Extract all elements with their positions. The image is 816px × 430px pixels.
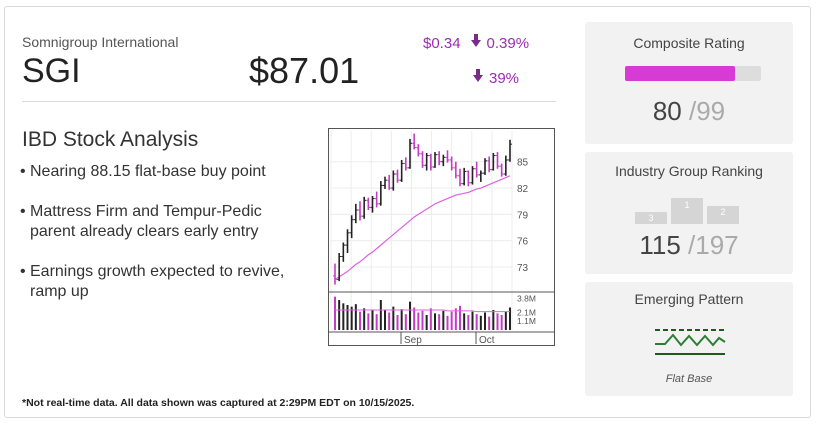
- secondary-change-row: 39%: [463, 69, 520, 87]
- moving-average-line: [334, 175, 511, 280]
- industry-group-title: Industry Group Ranking: [615, 163, 763, 179]
- y-tick-label: 82: [517, 184, 529, 195]
- volume-bar: [404, 314, 407, 330]
- podium-first: 1: [671, 198, 703, 224]
- volume-bar: [388, 312, 391, 330]
- volume-average-line: [335, 309, 510, 313]
- volume-bar: [363, 308, 366, 330]
- composite-value: 80: [652, 96, 682, 126]
- down-arrow-icon: [470, 34, 481, 47]
- composite-rating-bar: [625, 66, 761, 81]
- x-tick-label: Oct: [479, 335, 495, 345]
- volume-bar: [475, 314, 478, 330]
- emerging-pattern-panel: Emerging Pattern Flat Base: [585, 282, 793, 396]
- volume-bar: [384, 310, 386, 330]
- industry-group-panel: Industry Group Ranking 3 1 2 115 /197: [585, 152, 793, 274]
- volume-bar: [417, 312, 420, 330]
- industry-value: 115: [639, 230, 681, 260]
- volume-bar: [338, 300, 341, 330]
- volume-bar: [409, 301, 411, 330]
- volume-bar: [492, 310, 495, 330]
- volume-bar: [446, 315, 449, 330]
- volume-bar: [442, 310, 445, 330]
- footnote: *Not real-time data. All data shown was …: [22, 397, 415, 409]
- stock-price: $87.01: [249, 50, 360, 91]
- volume-bar: [471, 311, 474, 330]
- volume-bar: [359, 311, 361, 330]
- price-chart: 73 76 79 82 85 3.8M 2.1M 1.1M Sep Oct: [328, 128, 555, 346]
- volume-bar: [438, 314, 441, 330]
- volume-bar: [334, 296, 336, 330]
- podium-second: 2: [707, 206, 739, 224]
- volume-bar: [509, 307, 511, 330]
- composite-rating-title: Composite Rating: [633, 35, 745, 51]
- volume-bar: [496, 313, 499, 330]
- company-name: Somnigroup International: [22, 34, 179, 50]
- volume-bar: [459, 305, 461, 330]
- change-amount: $0.34: [423, 35, 461, 52]
- x-tick-label: Sep: [404, 335, 422, 345]
- volume-tick-label: 1.1M: [517, 316, 536, 326]
- volume-tick-label: 3.8M: [517, 293, 536, 303]
- y-tick-label: 85: [517, 158, 529, 169]
- composite-rating-panel: Composite Rating 80 /99: [585, 22, 793, 144]
- volume-bar: [400, 309, 403, 330]
- volume-bar: [421, 310, 424, 330]
- analysis-bullet: • Mattress Firm and Tempur-Pedic parent a…: [20, 203, 262, 240]
- volume-bar: [484, 312, 486, 330]
- change-percent: 0.39%: [486, 35, 530, 52]
- y-tick-label: 73: [517, 263, 529, 274]
- y-tick-label: 76: [517, 237, 529, 248]
- volume-bar: [375, 314, 378, 330]
- price-change-row: $0.34 0.39%: [423, 34, 530, 52]
- down-arrow-icon: [473, 69, 483, 82]
- volume-bar: [354, 304, 357, 330]
- volume-bar: [392, 306, 395, 330]
- secondary-percent: 39%: [489, 70, 520, 87]
- industry-group-value: 115 /197: [585, 230, 793, 261]
- volume-bar: [454, 308, 457, 330]
- volume-bar: [413, 307, 416, 330]
- analysis-bullet: • Nearing 88.15 flat-base buy point: [20, 163, 266, 180]
- volume-bar: [396, 315, 399, 330]
- analysis-title: IBD Stock Analysis: [22, 128, 199, 151]
- volume-bar: [488, 316, 491, 330]
- volume-bar: [463, 313, 466, 330]
- emerging-pattern-title: Emerging Pattern: [634, 291, 744, 307]
- volume-bar: [425, 315, 428, 330]
- y-tick-label: 79: [517, 210, 529, 221]
- volume-bar: [342, 303, 345, 330]
- volume-bar: [467, 315, 470, 330]
- volume-bar: [450, 311, 453, 330]
- volume-bar: [429, 308, 432, 330]
- analysis-bullet: • Earnings growth expected to revive, ram…: [20, 263, 285, 300]
- ticker-symbol: SGI: [22, 52, 81, 90]
- volume-bar: [504, 311, 507, 330]
- volume-bar: [379, 300, 382, 330]
- volume-bar: [500, 315, 503, 330]
- industry-max: /197: [688, 230, 739, 260]
- volume-bar: [367, 313, 370, 330]
- podium-third: 3: [635, 212, 667, 224]
- flat-base-pattern-icon: [655, 329, 726, 355]
- pattern-name: Flat Base: [665, 373, 713, 385]
- price-chart-svg: 73 76 79 82 85 3.8M 2.1M1.1M Sep Oct: [329, 131, 554, 346]
- volume-bar: [371, 310, 374, 330]
- header-divider: [22, 101, 556, 102]
- volume-tick-label: 2.1M: [517, 308, 536, 318]
- volume-bar: [434, 313, 436, 330]
- composite-max: /99: [689, 96, 726, 126]
- composite-rating-bar-fill: [625, 66, 735, 81]
- volume-bar: [350, 306, 353, 330]
- volume-bar: [479, 315, 482, 330]
- composite-rating-value: 80 /99: [585, 96, 793, 127]
- volume-bar: [346, 305, 349, 330]
